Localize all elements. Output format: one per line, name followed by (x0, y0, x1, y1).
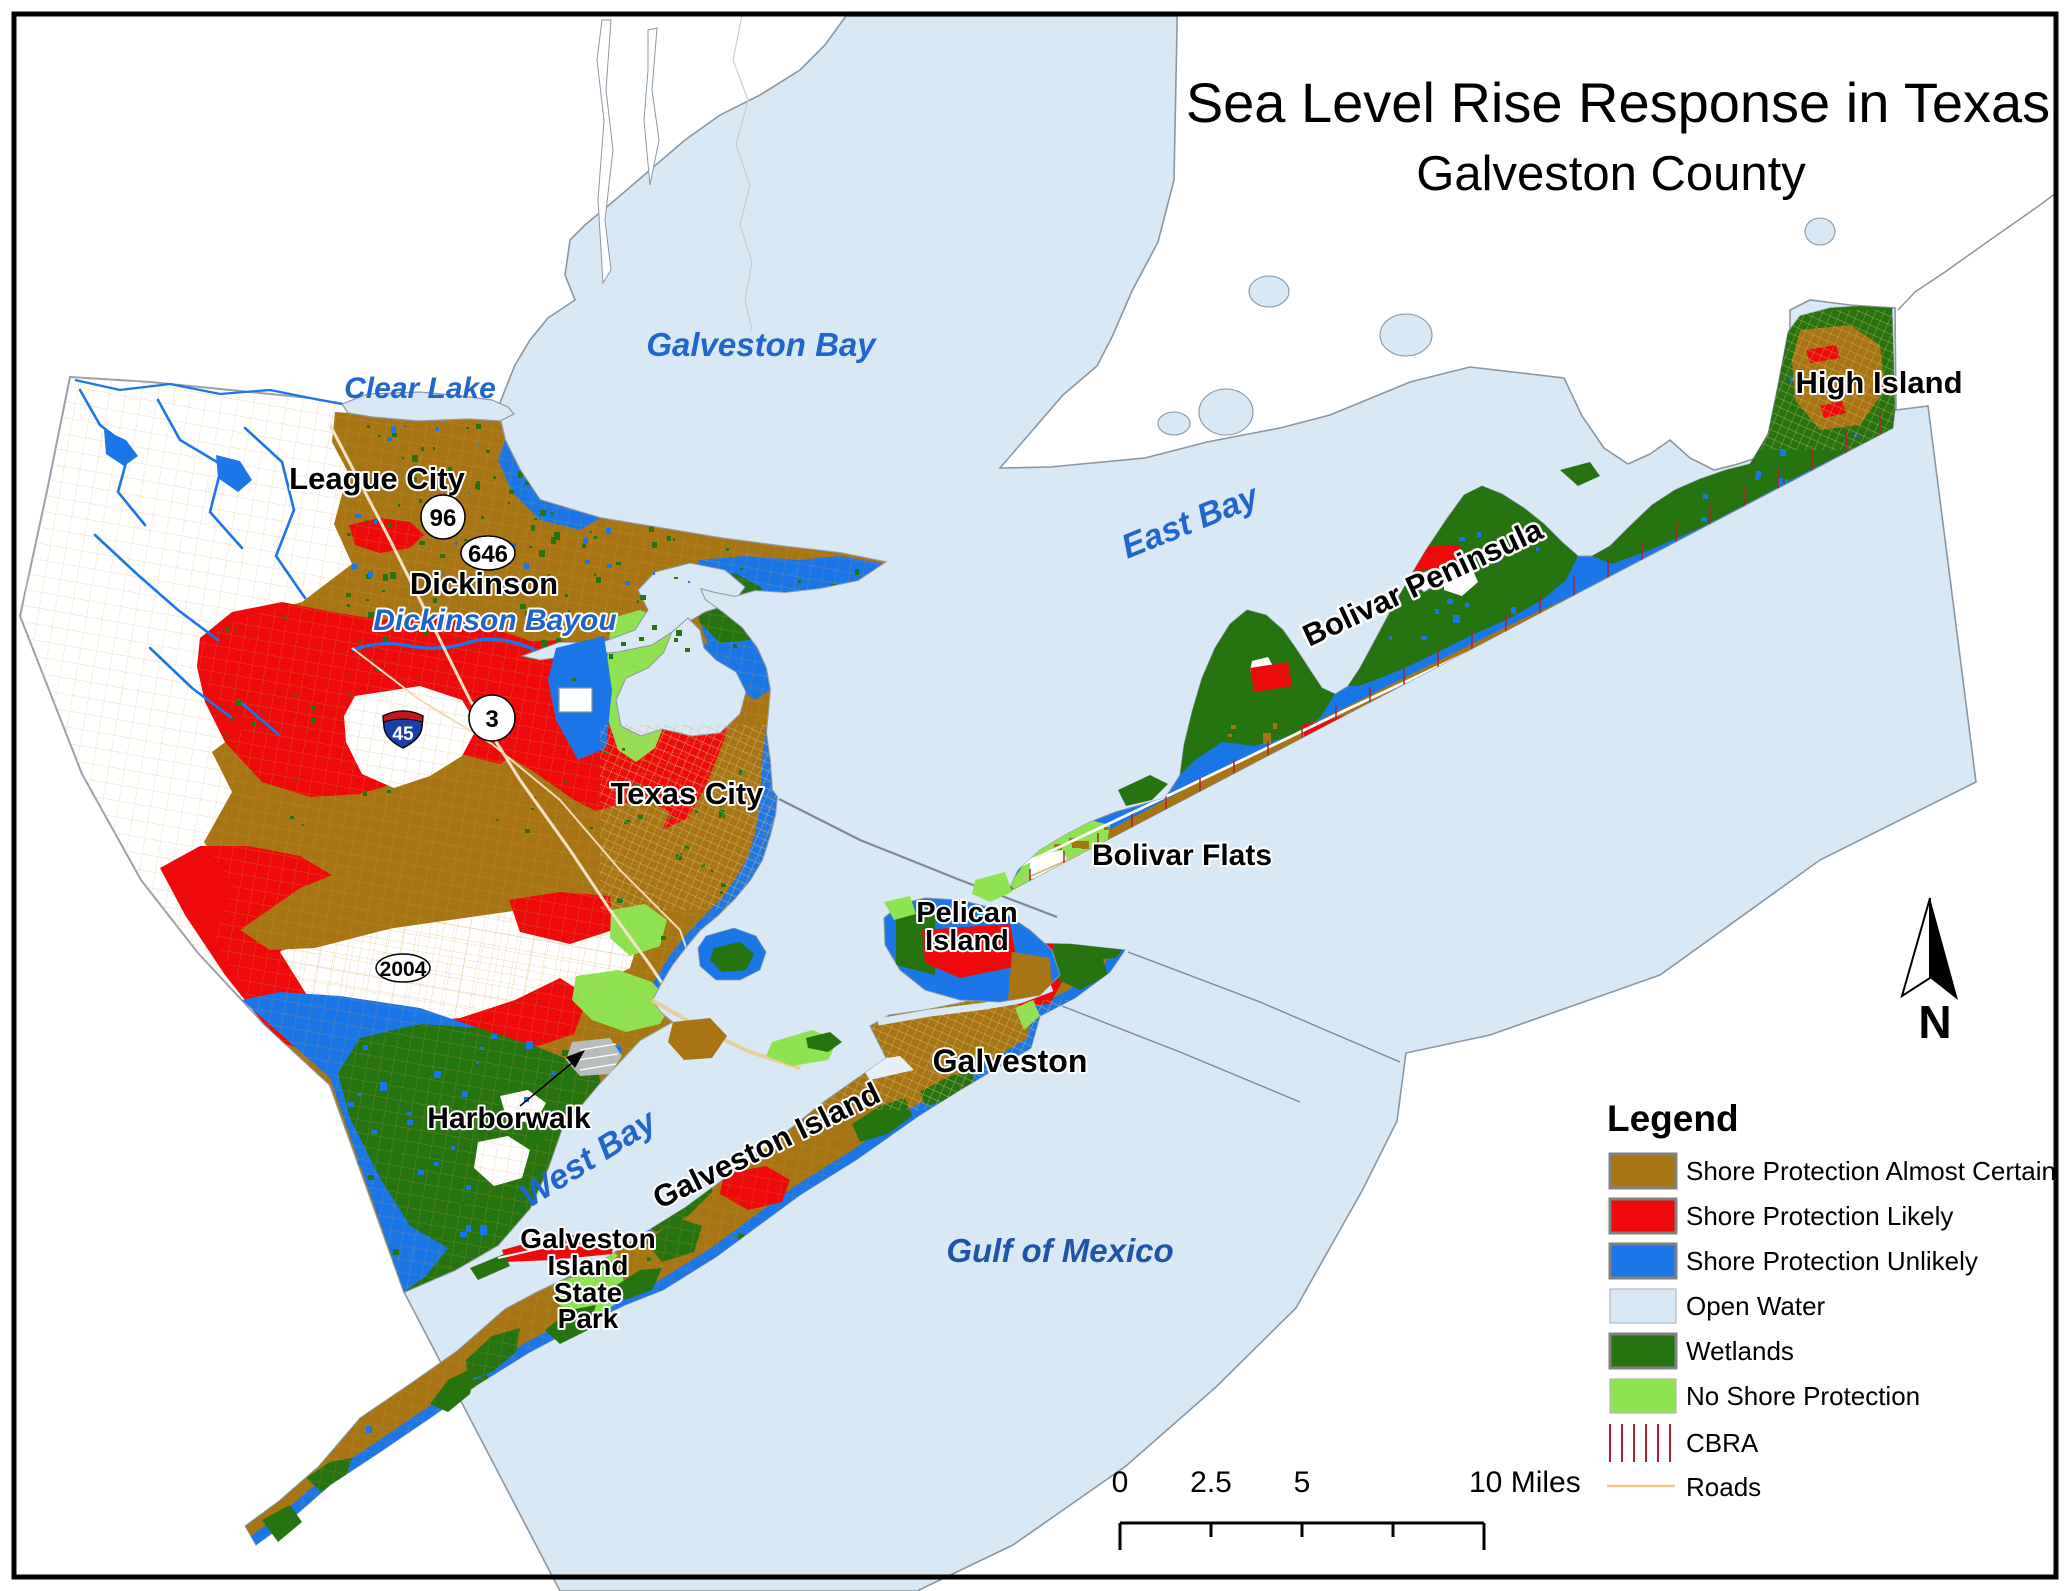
svg-text:2.5: 2.5 (1190, 1466, 1232, 1499)
svg-text:96: 96 (430, 505, 457, 532)
svg-text:Legend: Legend (1607, 1098, 1739, 1139)
svg-text:League City: League City (289, 461, 465, 496)
svg-text:Galveston: Galveston (933, 1043, 1088, 1079)
svg-text:Shore Protection Likely: Shore Protection Likely (1686, 1201, 1953, 1231)
svg-text:Roads: Roads (1686, 1472, 1761, 1502)
svg-text:Texas City: Texas City (611, 776, 765, 811)
svg-text:10 Miles: 10 Miles (1469, 1466, 1581, 1499)
svg-text:2004: 2004 (380, 958, 427, 981)
svg-text:High Island: High Island (1795, 365, 1962, 400)
svg-text:Shore Protection Unlikely: Shore Protection Unlikely (1686, 1246, 1978, 1276)
svg-text:Shore Protection Almost Certai: Shore Protection Almost Certain (1686, 1156, 2056, 1186)
svg-text:Wetlands: Wetlands (1686, 1336, 1794, 1366)
svg-text:Park: Park (558, 1303, 619, 1334)
svg-text:Galveston County: Galveston County (1416, 147, 1806, 201)
svg-text:Galveston Bay: Galveston Bay (646, 326, 877, 363)
svg-text:Open Water: Open Water (1686, 1291, 1826, 1321)
svg-text:Sea Level Rise Response in Tex: Sea Level Rise Response in Texas (1186, 71, 2050, 134)
svg-text:Dickinson: Dickinson (410, 566, 558, 601)
svg-text:3: 3 (485, 706, 498, 733)
svg-text:0: 0 (1112, 1466, 1129, 1499)
svg-text:CBRA: CBRA (1686, 1428, 1759, 1458)
svg-text:Island: Island (548, 1250, 629, 1281)
svg-text:N: N (1918, 996, 1951, 1048)
svg-text:Dickinson Bayou: Dickinson Bayou (373, 604, 616, 637)
svg-text:646: 646 (468, 541, 508, 568)
svg-text:Galveston: Galveston (520, 1223, 655, 1254)
svg-text:Bolivar Flats: Bolivar Flats (1092, 839, 1272, 872)
svg-text:Pelican: Pelican (916, 897, 1018, 929)
svg-text:5: 5 (1294, 1466, 1311, 1499)
svg-text:Clear Lake: Clear Lake (344, 372, 496, 405)
svg-text:State: State (554, 1277, 622, 1308)
svg-text:Gulf of Mexico: Gulf of Mexico (946, 1232, 1173, 1269)
svg-text:45: 45 (392, 724, 414, 745)
svg-text:Island: Island (925, 925, 1009, 957)
svg-text:No Shore Protection: No Shore Protection (1686, 1381, 1920, 1411)
svg-text:Harborwalk: Harborwalk (427, 1102, 591, 1135)
